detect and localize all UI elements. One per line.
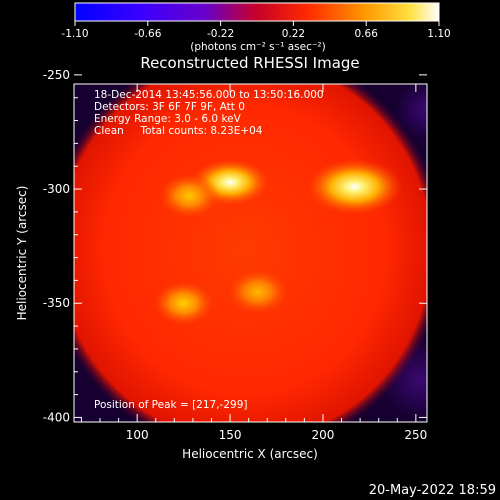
y-tick-label: -300 — [43, 182, 70, 196]
annotation-detectors: Detectors: 3F 6F 7F 9F, Att 0 — [94, 101, 245, 113]
colorbar-gradient — [74, 2, 440, 22]
x-axis-label: Heliocentric X (arcsec) — [182, 447, 318, 461]
annotation-energy-range: Energy Range: 3.0 - 6.0 keV — [94, 113, 242, 125]
colorbar-tick-label: -0.22 — [207, 28, 234, 40]
colorbar-tick-label: -0.66 — [134, 28, 161, 40]
colorbar-tick-label: -1.10 — [61, 28, 88, 40]
x-tick-label: 100 — [126, 428, 149, 442]
y-tick-label: -250 — [43, 68, 70, 82]
image-annotations: 18-Dec-2014 13:45:56.000 to 13:50:16.000… — [94, 89, 324, 411]
chart-title: Reconstructed RHESSI Image — [140, 54, 359, 72]
x-tick-label: 150 — [219, 428, 242, 442]
heatmap-image — [74, 84, 427, 422]
colorbar-tick-label: 0.22 — [282, 28, 305, 40]
colorbar-ticks: -1.10 -0.66 -0.22 0.22 0.66 1.10 — [61, 21, 451, 40]
y-axis-ticks: -250 -300 -350 -400 — [43, 68, 427, 424]
y-tick-label: -400 — [43, 410, 70, 424]
colorbar-label: (photons cm⁻² s⁻¹ asec⁻²) — [190, 41, 325, 53]
x-tick-label: 200 — [312, 428, 335, 442]
colorbar-tick-label: 1.10 — [427, 28, 450, 40]
annotation-peak-position: Position of Peak = [217,-299] — [94, 399, 248, 411]
emission-source — [159, 173, 220, 218]
annotation-method-counts: Clean Total counts: 8.23E+04 — [94, 125, 263, 137]
footer-timestamp: 20-May-2022 18:59 — [369, 483, 496, 498]
colorbar: -1.10 -0.66 -0.22 0.22 0.66 1.10 (photons cm⁻… — [61, 2, 451, 53]
emission-source — [306, 158, 403, 215]
emission-source — [227, 269, 288, 314]
emission-sources — [153, 158, 403, 326]
annotation-time-range: 18-Dec-2014 13:45:56.000 to 13:50:16.000 — [94, 89, 324, 101]
emission-source — [153, 281, 214, 326]
colorbar-tick-label: 0.66 — [355, 28, 379, 40]
y-tick-label: -350 — [43, 296, 70, 310]
plot-frame — [73, 83, 428, 423]
x-tick-label: 250 — [404, 428, 427, 442]
x-axis-ticks: 100 150 200 250 — [80, 84, 427, 442]
y-axis-label: Heliocentric Y (arcsec) — [15, 186, 29, 321]
